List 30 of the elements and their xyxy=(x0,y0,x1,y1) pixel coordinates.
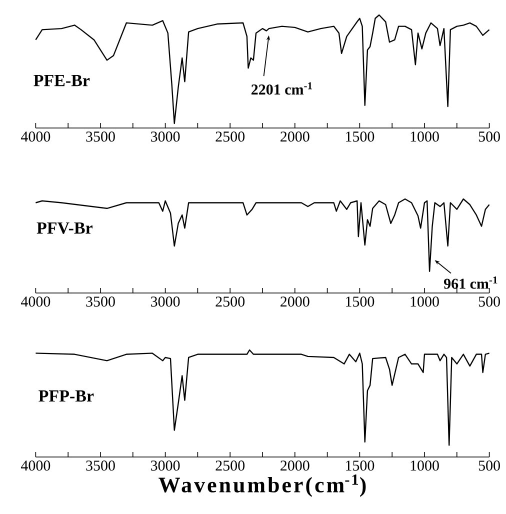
x-tick-label: 1000 xyxy=(410,296,439,307)
x-tick-label: 4000 xyxy=(20,296,50,307)
x-tick-label: 3000 xyxy=(151,296,180,307)
x-axis-title: Wavenumber(cm$^{-1}$) xyxy=(158,474,366,497)
series-label: PFP-Br xyxy=(38,390,94,402)
x-tick-label: 3500 xyxy=(86,132,115,142)
annotation: 2201 cm$^{-1}$ xyxy=(251,82,312,95)
x-tick-label: 3500 xyxy=(86,296,115,307)
x-tick-label: 1500 xyxy=(346,296,374,307)
x-tick-label: 2500 xyxy=(216,132,245,142)
x-tick-label: 500 xyxy=(478,296,500,307)
x-tick-label: 1000 xyxy=(410,132,439,142)
x-tick-label: 3000 xyxy=(151,132,180,142)
x-tick-label: 500 xyxy=(478,132,500,142)
x-tick-label: 1000 xyxy=(410,460,439,471)
x-tick-label: 1500 xyxy=(346,460,374,471)
series-label: PFE-Br xyxy=(34,74,90,86)
x-tick-label: 2500 xyxy=(216,296,245,307)
series-label: PFV-Br xyxy=(36,222,92,234)
annotation: 961 cm$^{-1}$ xyxy=(444,276,498,289)
x-tick-label: 2000 xyxy=(280,296,310,307)
x-tick-label: 3500 xyxy=(86,460,115,471)
x-tick-label: 500 xyxy=(478,460,500,471)
x-tick-label: 2000 xyxy=(280,132,310,142)
x-tick-label: 4000 xyxy=(20,132,50,142)
x-tick-label: 2500 xyxy=(216,460,245,471)
x-tick-label: 4000 xyxy=(20,460,50,471)
x-tick-label: 3000 xyxy=(151,460,180,471)
x-tick-label: 1500 xyxy=(346,132,374,142)
x-tick-label: 2000 xyxy=(280,460,310,471)
